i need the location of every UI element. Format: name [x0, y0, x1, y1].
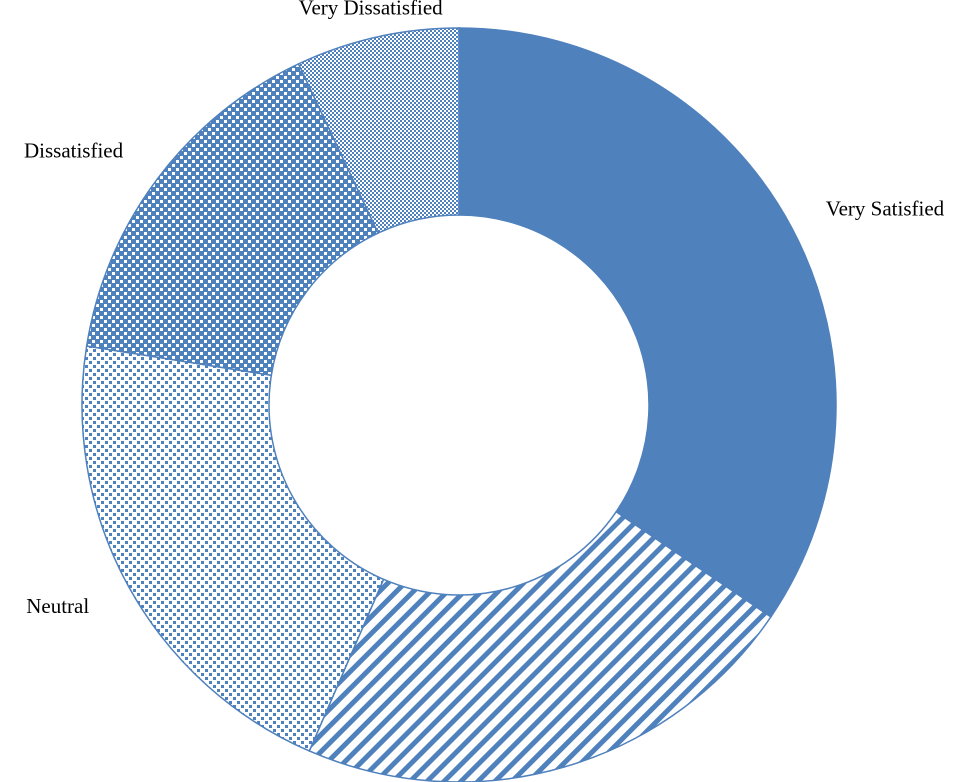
- slice-dissatisfied: [85, 62, 380, 377]
- donut-slices: [81, 27, 837, 782]
- slice-satisfied: [308, 510, 772, 782]
- label-very-satisfied: Very Satisfied: [826, 197, 945, 221]
- label-very-dissatisfied: Very Dissatisfied: [299, 0, 444, 20]
- slice-very-satisfied: [458, 27, 837, 618]
- slice-very-dissatisfied: [297, 27, 460, 235]
- label-dissatisfied: Dissatisfied: [24, 139, 124, 163]
- label-neutral: Neutral: [26, 594, 89, 618]
- slice-neutral: [81, 345, 385, 752]
- slice-labels: Very SatisfiedSatisfiedNeutralDissatisfi…: [24, 0, 945, 618]
